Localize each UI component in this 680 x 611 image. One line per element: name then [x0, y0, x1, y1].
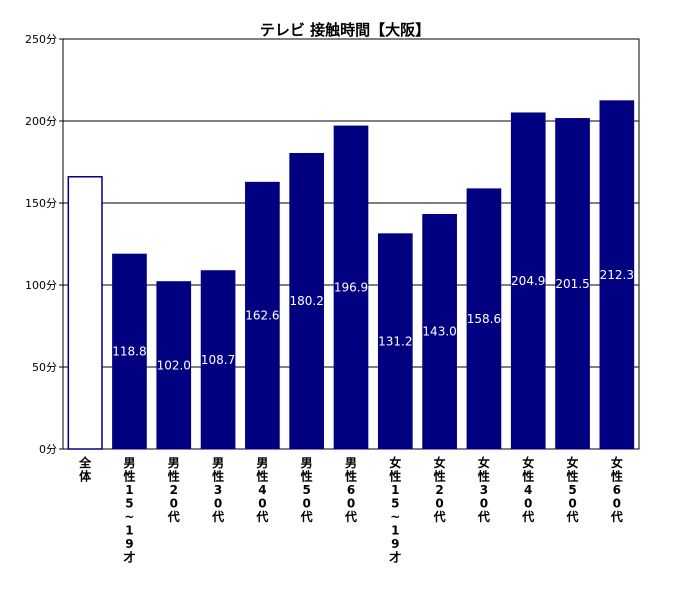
data-label-2: 102.0 [157, 358, 191, 372]
data-label-9: 158.6 [467, 312, 501, 326]
bar-2 [156, 281, 192, 450]
y-tick-label: 250分 [25, 33, 57, 46]
bar-3 [200, 270, 236, 450]
x-tick-label-0: 全体 [78, 455, 92, 484]
bar-7 [377, 233, 413, 450]
data-label-5: 180.2 [290, 294, 324, 308]
x-tick-label-2: 男性 2 0 代 [167, 456, 180, 524]
y-tick-label: 150分 [25, 197, 57, 210]
x-tick-label-1: 男性 1 5 ~1 9 才 [122, 456, 135, 565]
x-tick-label-8: 女性 2 0 代 [433, 455, 446, 524]
y-tick-label: 200分 [25, 115, 57, 128]
bar-9 [466, 188, 502, 450]
bar-1 [112, 253, 147, 450]
x-tick-label-3: 男性 3 0 代 [211, 456, 224, 524]
bar-4 [245, 181, 280, 450]
x-tick-label-5: 男性 5 0 代 [300, 456, 313, 524]
bar-8 [422, 213, 457, 450]
data-label-11: 201.5 [555, 277, 589, 291]
y-axis: 0分 50分 100分 150分 200分 250分 [25, 33, 63, 456]
data-label-3: 108.7 [201, 353, 235, 367]
bar-5 [289, 152, 325, 450]
y-tick-label: 0分 [39, 443, 57, 456]
y-tick-label: 100分 [25, 279, 57, 292]
x-tick-label-11: 女性 5 0 代 [566, 455, 579, 524]
data-label-7: 131.2 [378, 334, 412, 348]
x-tick-label-10: 女性 4 0 代 [521, 455, 534, 524]
chart-title: テレビ 接触時間【大阪】 [260, 21, 430, 39]
bar-11 [555, 118, 590, 450]
data-label-10: 204.9 [511, 274, 545, 288]
x-tick-label-4: 男性 4 0 代 [255, 456, 268, 524]
x-axis: 全体 男性 1 5 ~1 9 才 男性 2 0 代 男性 3 0 代 男性 4 0 代 男性 5 0 代 男性 6 0 代 女性 1 5 ~… [78, 455, 623, 565]
bar-6 [333, 125, 369, 450]
data-label-4: 162.6 [245, 309, 279, 323]
data-label-1: 118.8 [112, 345, 146, 359]
bar-0 [67, 176, 103, 450]
x-tick-label-9: 女性 3 0 代 [477, 455, 490, 524]
bars [67, 100, 635, 450]
data-label-8: 143.0 [422, 325, 456, 339]
x-tick-label-7: 女性 1 5 ~1 9 才 [388, 455, 401, 565]
bar-12 [599, 100, 635, 450]
data-label-12: 212.3 [600, 268, 634, 282]
x-tick-label-12: 女性 6 0 代 [610, 455, 623, 524]
data-labels: 118.8 102.0 108.7 162.6 180.2 196.9 131.2 143.0… [112, 268, 634, 372]
data-label-6: 196.9 [334, 281, 368, 295]
y-tick-label: 50分 [32, 361, 57, 374]
bar-10 [510, 112, 546, 450]
x-tick-label-6: 男性 6 0 代 [344, 456, 357, 524]
